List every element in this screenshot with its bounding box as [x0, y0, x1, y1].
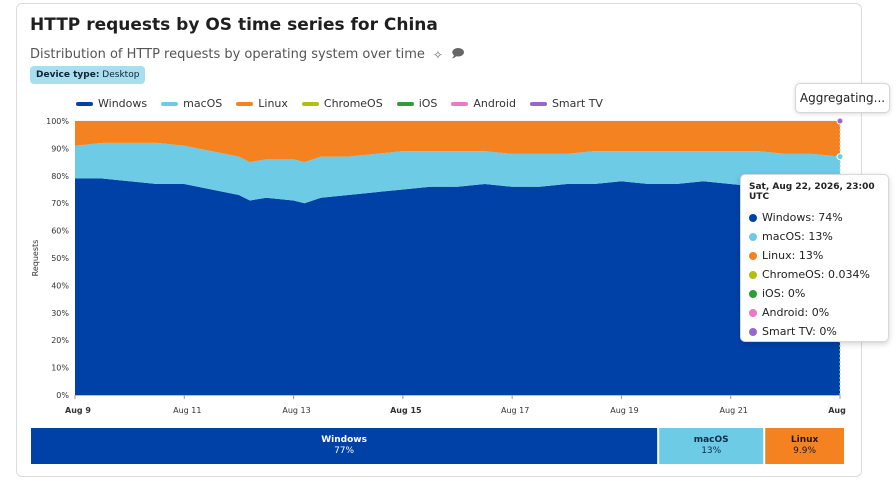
- legend-label: iOS: [418, 97, 438, 110]
- device-type-badge[interactable]: Device type: Desktop: [30, 66, 146, 84]
- summary-bar-value: 77%: [334, 446, 355, 456]
- tooltip-row: ChromeOS: 0.034%: [741, 265, 888, 284]
- area-linux: [75, 121, 840, 163]
- legend-swatch: [451, 101, 469, 106]
- summary-bar-segment-windows: [31, 428, 658, 464]
- y-tick-label: 0%: [56, 391, 69, 400]
- badge-value: Desktop: [102, 70, 140, 80]
- tooltip-row-label: ChromeOS: 0.034%: [762, 268, 870, 281]
- tooltip-row: Smart TV: 0%: [741, 322, 888, 341]
- legend-label: Windows: [98, 97, 148, 110]
- legend-label: Android: [473, 97, 516, 110]
- tooltip-row-label: Android: 0%: [762, 306, 830, 319]
- tooltip-row: macOS: 13%: [741, 227, 888, 246]
- hover-marker-smart-tv: [836, 117, 844, 125]
- legend-swatch: [396, 101, 414, 106]
- x-tick-label: Aug 19: [610, 406, 638, 415]
- summary-bar-segment-linux: [765, 428, 844, 464]
- legend-swatch: [76, 101, 93, 106]
- legend-item-linux[interactable]: Linux: [236, 97, 288, 110]
- summary-bar-name: Windows: [321, 435, 367, 445]
- tooltip-title: Sat, Aug 22, 2026, 23:00 UTC: [749, 182, 875, 202]
- tooltip-dot: [749, 232, 757, 241]
- y-tick-label: 50%: [51, 254, 69, 263]
- y-tick-label: 20%: [51, 336, 69, 345]
- legend-item-smart-tv[interactable]: Smart TV: [529, 97, 603, 110]
- legend-item-ios[interactable]: iOS: [396, 97, 438, 110]
- subtitle: Distribution of HTTP requests by operati…: [30, 47, 425, 62]
- tooltip: Sat, Aug 22, 2026, 23:00 UTC Windows: 74…: [740, 174, 889, 342]
- legend: Windows macOS Linux ChromeOS iOS Android Smart…: [76, 97, 603, 110]
- area-macos: [75, 142, 840, 204]
- x-tick-label: Aug 9: [65, 406, 91, 415]
- x-tick-label: Aug 13: [282, 406, 310, 415]
- legend-swatch: [161, 101, 179, 106]
- summary-bar-name: Linux: [790, 435, 819, 445]
- legend-item-macos[interactable]: macOS: [161, 97, 222, 110]
- legend-label: macOS: [183, 97, 223, 110]
- summary-bar-segment-macos: [659, 428, 764, 464]
- summary-bar-value: 13%: [701, 446, 722, 456]
- x-tick-label: Aug: [828, 406, 846, 415]
- tooltip-dot: [749, 308, 757, 317]
- sparkle-icon[interactable]: ✧: [432, 47, 443, 62]
- tooltip-rows: Windows: 74% macOS: 13% Linux: 13% ChromeOS…: [741, 208, 888, 341]
- tooltip-row-label: Smart TV: 0%: [762, 325, 837, 338]
- aggregating-button[interactable]: Aggregating...: [795, 83, 890, 113]
- y-tick-label: 100%: [46, 117, 69, 126]
- badge-label: Device type:: [36, 70, 100, 80]
- y-tick-label: 70%: [51, 199, 69, 208]
- legend-label: ChromeOS: [323, 97, 383, 110]
- summary-bar-value: 9.9%: [793, 446, 817, 456]
- tooltip-row-label: macOS: 13%: [762, 230, 833, 243]
- hover-marker-macos: [836, 153, 844, 161]
- tooltip-row: Windows: 74%: [741, 208, 888, 227]
- tooltip-row-label: Linux: 13%: [762, 249, 824, 262]
- tooltip-dot: [749, 327, 757, 336]
- y-tick-label: 60%: [51, 227, 69, 236]
- legend-swatch: [529, 101, 547, 106]
- subtitle-row: Distribution of HTTP requests by operati…: [30, 44, 465, 65]
- y-tick-label: 30%: [51, 309, 69, 318]
- tooltip-row: Linux: 13%: [741, 246, 888, 265]
- legend-item-android[interactable]: Android: [451, 97, 516, 110]
- tooltip-dot: [749, 289, 757, 298]
- tooltip-row: Android: 0%: [741, 303, 888, 322]
- tooltip-row-label: Windows: 74%: [762, 211, 843, 224]
- summary-bar-label[interactable]: macOS 13%: [659, 428, 763, 464]
- summary-bar-name: macOS: [693, 435, 729, 445]
- summary-bar-label[interactable]: Windows 77%: [31, 428, 657, 464]
- x-tick-label: Aug 21: [720, 406, 748, 415]
- tooltip-dot: [749, 213, 757, 222]
- legend-label: Smart TV: [551, 97, 603, 110]
- y-tick-label: 40%: [51, 281, 69, 290]
- legend-swatch: [301, 101, 319, 106]
- y-tick-label: 10%: [51, 364, 69, 373]
- legend-item-chromeos[interactable]: ChromeOS: [301, 97, 383, 110]
- legend-swatch: [236, 101, 254, 106]
- x-tick-label: Aug 17: [501, 406, 529, 415]
- summary-bar-labels: Windows 77% macOS 13% Linux 9.9%: [0, 428, 896, 464]
- tooltip-dot: [749, 270, 757, 279]
- y-axis-label: Requests: [31, 240, 40, 277]
- legend-label: Linux: [258, 97, 288, 110]
- summary-bar-label[interactable]: Linux 9.9%: [765, 428, 844, 464]
- page-title: HTTP requests by OS time series for Chin…: [30, 15, 438, 35]
- legend-item-windows[interactable]: Windows: [76, 97, 147, 110]
- comment-icon[interactable]: 🗩: [451, 46, 465, 60]
- tooltip-dot: [749, 251, 757, 260]
- x-tick-label: Aug 11: [173, 406, 201, 415]
- x-tick-label: Aug 15: [390, 406, 422, 415]
- y-tick-label: 90%: [51, 144, 69, 153]
- tooltip-row: iOS: 0%: [741, 284, 888, 303]
- y-tick-label: 80%: [51, 172, 69, 181]
- area-windows: [75, 178, 840, 395]
- tooltip-row-label: iOS: 0%: [762, 287, 806, 300]
